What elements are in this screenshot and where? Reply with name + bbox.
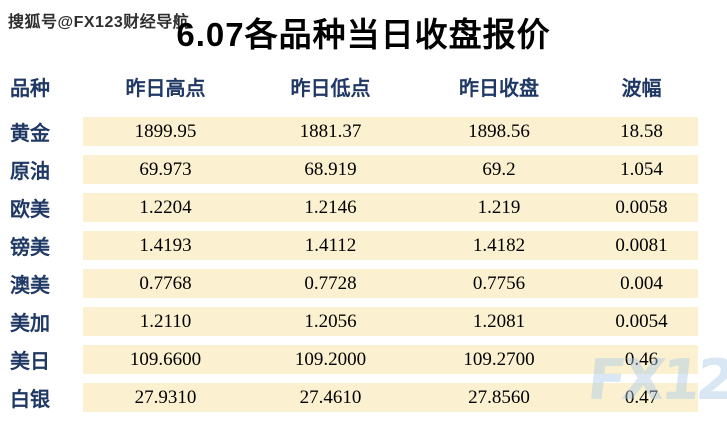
cell-range: 0.004: [585, 269, 698, 298]
table-row-crude-oil: 原油 69.973 68.919 69.2 1.054: [8, 155, 698, 184]
cell-range: 0.0058: [585, 193, 698, 222]
sohu-account-watermark: 搜狐号@FX123财经导航: [8, 14, 190, 31]
cell-range: 0.46: [585, 345, 698, 374]
cell-low: 1.2056: [248, 307, 413, 336]
row-label: 美加: [8, 307, 83, 336]
table-row-usdcad: 美加 1.2110 1.2056 1.2081 0.0054: [8, 307, 698, 336]
cell-low: 1.2146: [248, 193, 413, 222]
cell-low: 0.7728: [248, 269, 413, 298]
cell-low: 109.2000: [248, 345, 413, 374]
cell-high: 69.973: [83, 155, 248, 184]
cell-high: 27.9310: [83, 383, 248, 412]
row-label: 白银: [8, 383, 83, 412]
table-row-eurusd: 欧美 1.2204 1.2146 1.219 0.0058: [8, 193, 698, 222]
table-row-usdjpy: 美日 109.6600 109.2000 109.2700 0.46: [8, 345, 698, 374]
cell-high: 1.2204: [83, 193, 248, 222]
cell-low: 68.919: [248, 155, 413, 184]
column-header-range: 波幅: [621, 77, 662, 100]
row-label: 澳美: [8, 269, 83, 298]
cell-high: 1899.95: [83, 117, 248, 146]
cell-low: 1.4112: [248, 231, 413, 260]
cell-low: 1881.37: [248, 117, 413, 146]
cell-close: 0.7756: [413, 269, 585, 298]
cell-close: 1.4182: [413, 231, 585, 260]
page-title: 6.07各品种当日收盘报价: [176, 16, 551, 53]
cell-high: 1.2110: [83, 307, 248, 336]
cell-close: 27.8560: [413, 383, 585, 412]
cell-range: 18.58: [585, 117, 698, 146]
row-label: 镑美: [8, 231, 83, 260]
cell-close: 109.2700: [413, 345, 585, 374]
cell-range: 0.47: [585, 383, 698, 412]
table-header-row: 品种 昨日高点 昨日低点 昨日收盘 波幅: [8, 70, 698, 102]
row-label: 黄金: [8, 117, 83, 146]
column-header-high: 昨日高点: [125, 77, 206, 100]
cell-close: 1.2081: [413, 307, 585, 336]
cell-range: 1.054: [585, 155, 698, 184]
row-label: 欧美: [8, 193, 83, 222]
cell-low: 27.4610: [248, 383, 413, 412]
cell-range: 0.0054: [585, 307, 698, 336]
row-label: 美日: [8, 345, 83, 374]
cell-high: 0.7768: [83, 269, 248, 298]
column-header-close: 昨日收盘: [459, 77, 539, 100]
cell-high: 109.6600: [83, 345, 248, 374]
cell-close: 1.219: [413, 193, 585, 222]
table-row-gold: 黄金 1899.95 1881.37 1898.56 18.58: [8, 117, 698, 146]
cell-close: 69.2: [413, 155, 585, 184]
cell-high: 1.4193: [83, 231, 248, 260]
cell-range: 0.0081: [585, 231, 698, 260]
column-header-low: 昨日低点: [290, 77, 371, 100]
table-row-silver: 白银 27.9310 27.4610 27.8560 0.47: [8, 383, 698, 412]
row-label: 原油: [8, 155, 83, 184]
table-row-gbpusd: 镑美 1.4193 1.4112 1.4182 0.0081: [8, 231, 698, 260]
column-header-product: 品种: [10, 77, 50, 100]
table-body: 黄金 1899.95 1881.37 1898.56 18.58 原油 69.9…: [8, 117, 698, 421]
cell-close: 1898.56: [413, 117, 585, 146]
table-row-audusd: 澳美 0.7768 0.7728 0.7756 0.004: [8, 269, 698, 298]
